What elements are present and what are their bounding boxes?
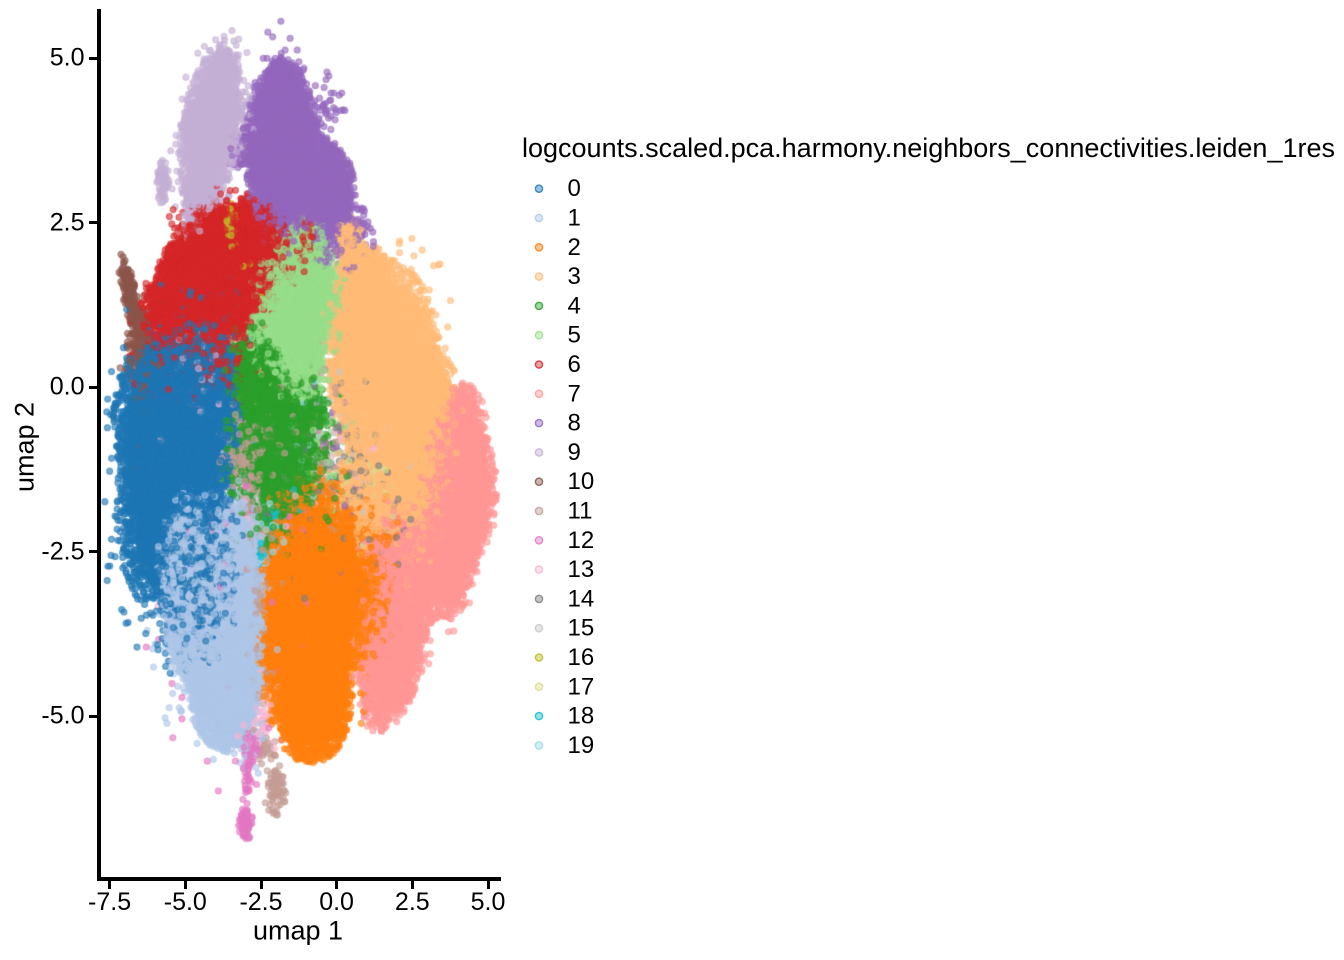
- svg-text:17: 17: [568, 673, 595, 700]
- svg-text:11: 11: [568, 498, 593, 525]
- svg-text:6: 6: [568, 351, 581, 378]
- svg-text:3: 3: [568, 263, 581, 290]
- svg-text:12: 12: [568, 527, 595, 554]
- svg-text:19: 19: [568, 732, 595, 759]
- svg-text:13: 13: [568, 556, 595, 583]
- svg-text:2: 2: [568, 234, 581, 261]
- svg-text:15: 15: [568, 615, 595, 642]
- svg-text:18: 18: [568, 703, 595, 730]
- svg-text:5: 5: [568, 322, 581, 349]
- svg-text:4: 4: [568, 292, 581, 319]
- svg-text:8: 8: [568, 410, 581, 437]
- svg-text:10: 10: [568, 468, 595, 495]
- svg-text:1: 1: [568, 205, 581, 232]
- svg-text:0: 0: [568, 175, 581, 202]
- svg-text:7: 7: [568, 380, 581, 407]
- svg-text:14: 14: [568, 585, 595, 612]
- svg-text:16: 16: [568, 644, 595, 671]
- svg-text:9: 9: [568, 439, 581, 466]
